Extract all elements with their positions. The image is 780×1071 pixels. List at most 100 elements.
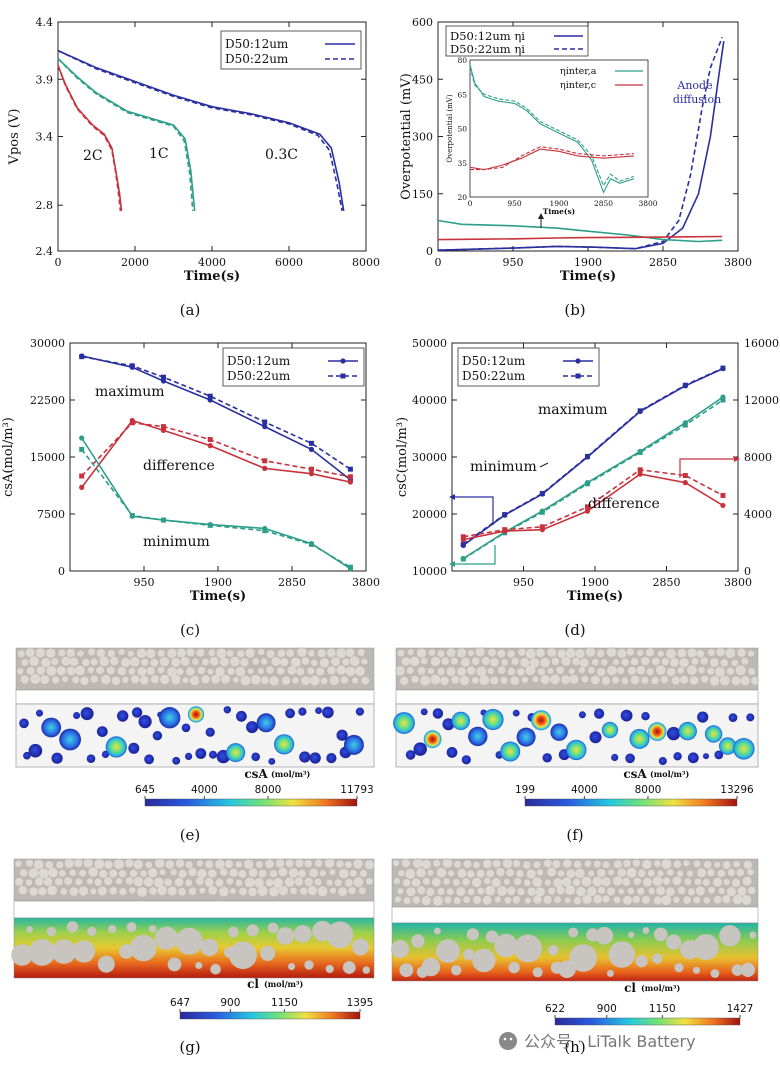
separator-particle <box>597 886 606 895</box>
electrode-particle <box>276 927 295 945</box>
separator-particle <box>197 869 207 879</box>
active-particle <box>666 726 681 741</box>
separator-particle <box>592 876 603 887</box>
separator-particle <box>54 878 63 886</box>
active-particle <box>187 706 205 723</box>
separator-particle <box>502 858 513 869</box>
series-line <box>81 419 351 488</box>
series-line <box>57 58 194 211</box>
separator-particle <box>532 877 543 887</box>
separator-particle <box>736 868 745 877</box>
y-tick-label: 2.4 <box>36 245 54 258</box>
separator-particle <box>492 859 501 868</box>
separator-particle <box>641 676 649 684</box>
separator-particle <box>45 861 54 869</box>
electrode-particle <box>46 926 57 937</box>
separator-particle <box>15 860 22 867</box>
map-unit-e: (mol/m³) <box>271 769 311 779</box>
separator-particle <box>109 887 118 895</box>
data-point <box>308 541 314 547</box>
data-point <box>720 502 726 509</box>
separator-particle <box>394 896 401 903</box>
y-tick-label: 4.4 <box>36 16 54 29</box>
active-particle <box>274 734 295 755</box>
map-title-h: cl <box>624 981 636 995</box>
x-axis-label: Time(s) <box>567 589 623 604</box>
electrode-particle <box>532 967 543 978</box>
separator-particle <box>437 887 445 896</box>
separator-particle <box>636 665 646 675</box>
active-particle <box>152 731 163 741</box>
separator-particle <box>689 676 699 685</box>
separator-particle <box>661 859 672 869</box>
separator-particle <box>219 657 229 667</box>
separator-particle <box>566 869 576 879</box>
separator-particle <box>601 659 608 666</box>
separator-particle <box>653 860 661 867</box>
data-point <box>207 393 213 399</box>
electrode-particle <box>154 926 178 950</box>
separator-particle <box>722 861 731 869</box>
separator-particle <box>261 676 269 684</box>
separator-particle <box>602 895 610 903</box>
separator-particle <box>670 658 679 667</box>
y-tick-label: 150 <box>412 188 433 201</box>
separator-particle <box>412 858 423 869</box>
separator-particle <box>406 667 414 674</box>
separator-particle <box>557 649 566 658</box>
data-point <box>160 374 166 380</box>
separator-particle <box>157 666 165 674</box>
separator-particle <box>154 877 164 888</box>
separator-particle <box>407 649 414 656</box>
data-point <box>79 446 85 452</box>
y-tick-label: 3.9 <box>36 73 54 86</box>
separator-particle <box>446 648 456 657</box>
separator-particle <box>146 666 155 676</box>
active-particle <box>236 710 247 722</box>
electrode-particle <box>195 961 203 970</box>
separator-particle <box>202 658 209 666</box>
active-particle <box>728 713 738 722</box>
separator-particle <box>336 648 347 658</box>
separator-particle <box>167 667 177 677</box>
separator-particle <box>527 887 536 896</box>
separator-particle <box>516 869 524 878</box>
separator-particle <box>556 666 565 675</box>
colorbar-tick-label: 4000 <box>191 784 218 796</box>
separator-particle <box>20 869 28 877</box>
separator-particle <box>69 869 76 876</box>
separator-particle <box>240 675 251 686</box>
separator-particle <box>258 648 265 656</box>
separator-particle <box>133 859 143 870</box>
y-tick-label: 20000 <box>412 508 447 521</box>
separator-particle <box>79 869 87 877</box>
active-particle <box>512 709 520 717</box>
separator-particle <box>405 868 416 879</box>
colorbar-tick-label: 13296 <box>720 784 754 796</box>
separator-particle <box>751 676 759 685</box>
separator-particle <box>543 895 552 904</box>
annotation-minimum: minimum <box>143 534 210 550</box>
legend-box <box>457 347 600 387</box>
separator-particle <box>290 657 301 668</box>
active-particle <box>746 713 755 722</box>
separator-particle <box>535 887 545 897</box>
separator-particle <box>497 886 507 896</box>
separator-particle <box>257 886 268 896</box>
separator-particle <box>707 648 716 657</box>
legend-marker <box>340 358 346 364</box>
separator-particle <box>129 869 138 878</box>
separator-particle <box>490 676 499 685</box>
data-point <box>460 556 466 562</box>
active-particle <box>298 707 307 716</box>
separator-particle <box>691 657 699 665</box>
separator-particle <box>719 675 730 686</box>
separator-particle <box>360 869 368 878</box>
separator-particle <box>402 879 411 887</box>
active-particle <box>393 712 415 734</box>
separator-particle <box>601 877 611 887</box>
separator-particle <box>448 870 455 877</box>
x-tick-label: 950 <box>513 576 534 589</box>
separator-particle <box>575 868 585 879</box>
separator-particle <box>575 649 585 659</box>
